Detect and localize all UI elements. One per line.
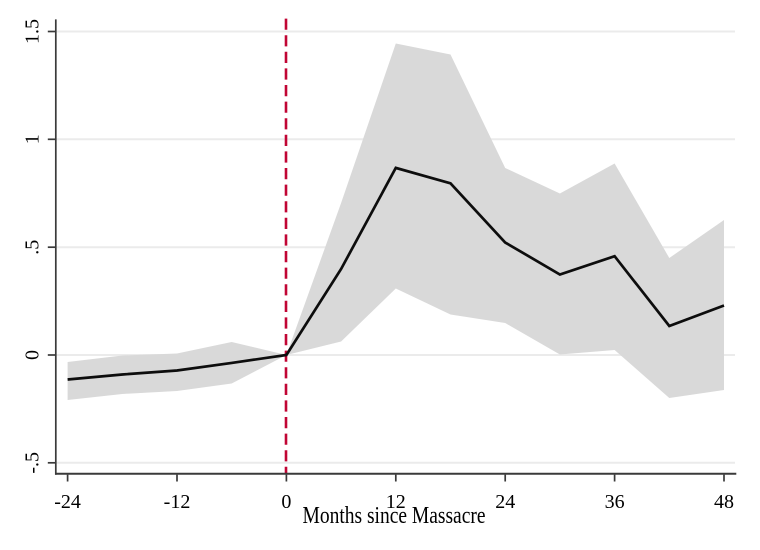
- svg-text:1: 1: [22, 134, 44, 144]
- svg-text:-12: -12: [164, 491, 191, 513]
- svg-text:-.5: -.5: [22, 452, 44, 474]
- svg-text:.5: .5: [22, 240, 44, 255]
- svg-text:1.5: 1.5: [22, 19, 44, 44]
- svg-text:0: 0: [22, 350, 44, 360]
- svg-text:24: 24: [495, 491, 515, 513]
- svg-text:-24: -24: [54, 491, 81, 513]
- svg-text:36: 36: [605, 491, 625, 513]
- svg-text:0: 0: [281, 491, 291, 513]
- svg-text:12: 12: [386, 491, 406, 513]
- svg-text:48: 48: [714, 491, 734, 513]
- svg-text:Months since Massacre: Months since Massacre: [303, 503, 486, 529]
